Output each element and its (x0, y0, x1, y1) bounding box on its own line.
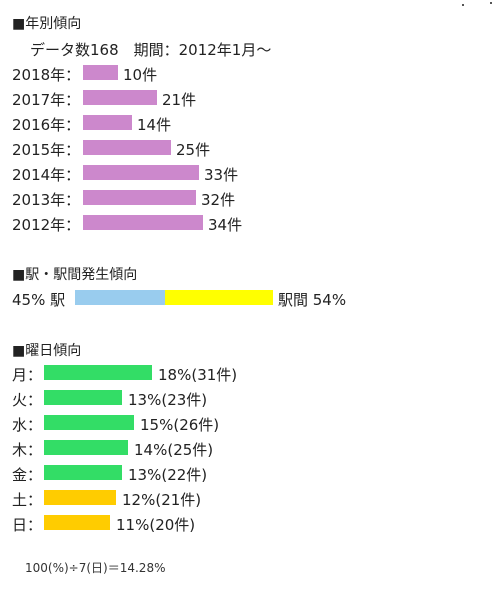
weekday-bar (44, 490, 116, 505)
weekday-bar (44, 440, 128, 455)
weekday-heading: ■曜日傾向 (12, 343, 82, 359)
year-bar (83, 190, 196, 205)
weekday-label: 月： (12, 366, 43, 384)
year-bar (83, 90, 157, 105)
year-value-label: 32件 (201, 191, 236, 209)
weekday-bar (44, 515, 110, 530)
weekday-bar (44, 365, 152, 380)
station-right-label: 駅間 54% (278, 291, 347, 309)
station-left-label: 45% 駅 (12, 291, 66, 309)
weekday-label: 土： (12, 491, 43, 509)
yearly-heading: ■年別傾向 (12, 16, 82, 32)
year-bar (83, 65, 118, 80)
year-bar (83, 165, 199, 180)
year-value-label: 33件 (204, 166, 239, 184)
corner-mark-top (462, 4, 464, 6)
between-bar (165, 290, 273, 305)
station-bar (75, 290, 165, 305)
weekday-value-label: 12%(21件) (122, 491, 202, 509)
weekday-label: 木： (12, 441, 43, 459)
weekday-bar (44, 465, 122, 480)
year-label: 2013年： (12, 191, 81, 209)
year-label: 2018年： (12, 66, 81, 84)
yearly-subtitle: データ数168 期間：2012年1月～ (30, 41, 272, 59)
average-note: 100(%)÷7(日)＝14.28% (25, 561, 166, 575)
weekday-value-label: 18%(31件) (158, 366, 238, 384)
weekday-value-label: 13%(23件) (128, 391, 208, 409)
year-label: 2017年： (12, 91, 81, 109)
weekday-label: 日： (12, 516, 43, 534)
year-bar (83, 115, 132, 130)
weekday-value-label: 13%(22件) (128, 466, 208, 484)
weekday-value-label: 15%(26件) (140, 416, 220, 434)
year-label: 2015年： (12, 141, 81, 159)
weekday-label: 水： (12, 416, 43, 434)
year-value-label: 21件 (162, 91, 197, 109)
weekday-value-label: 14%(25件) (134, 441, 214, 459)
year-value-label: 25件 (176, 141, 211, 159)
weekday-value-label: 11%(20件) (116, 516, 196, 534)
year-value-label: 34件 (208, 216, 243, 234)
year-label: 2016年： (12, 116, 81, 134)
station-heading: ■駅・駅間発生傾向 (12, 267, 138, 283)
year-bar (83, 215, 203, 230)
weekday-bar (44, 415, 134, 430)
corner-mark-top-right (490, 2, 492, 4)
weekday-label: 火： (12, 391, 43, 409)
weekday-bar (44, 390, 122, 405)
year-label: 2012年： (12, 216, 81, 234)
weekday-label: 金： (12, 466, 43, 484)
year-value-label: 10件 (123, 66, 158, 84)
year-bar (83, 140, 171, 155)
year-value-label: 14件 (137, 116, 172, 134)
year-label: 2014年： (12, 166, 81, 184)
